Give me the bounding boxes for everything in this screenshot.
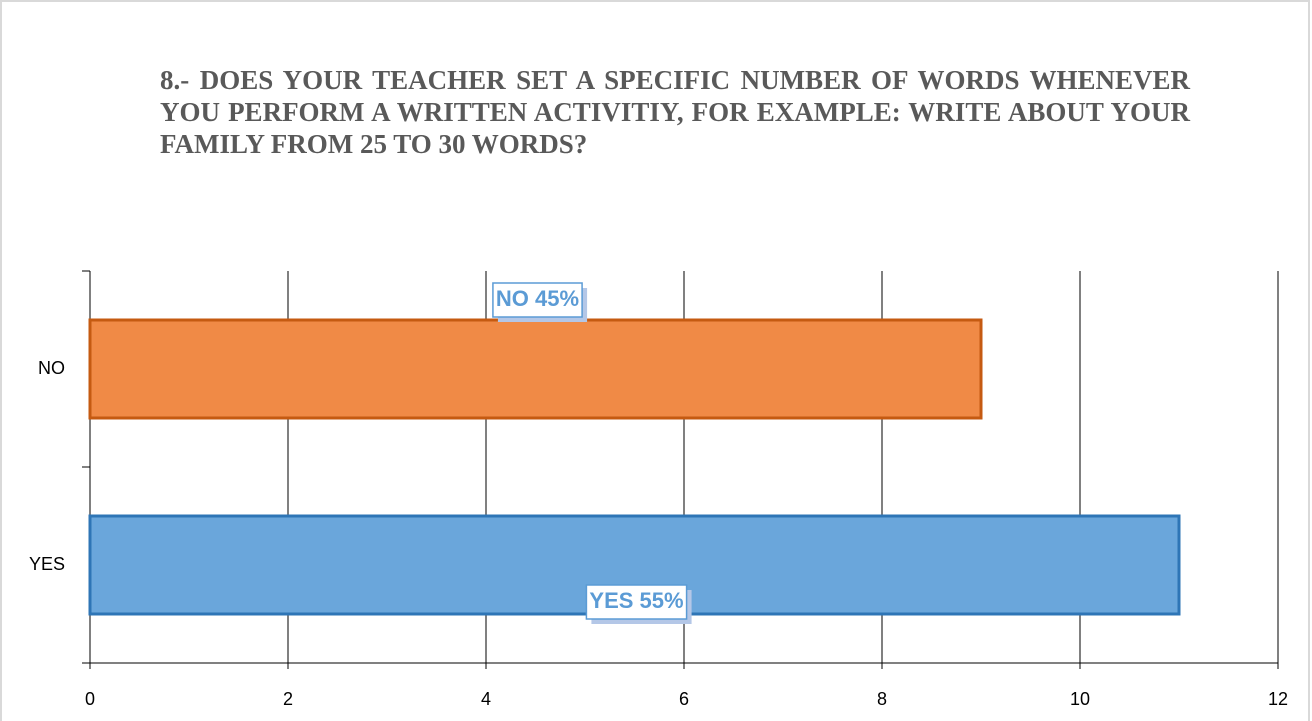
x-tick-label: 12: [1268, 689, 1288, 709]
bar: [88, 318, 983, 420]
x-tick-label: 4: [481, 689, 491, 709]
annotation: YES 55%: [589, 588, 683, 613]
x-tick-label: 8: [877, 689, 887, 709]
y-tick-label: YES: [29, 554, 65, 574]
y-tick-label: NO: [38, 358, 65, 378]
chart-title: 8.- DOES YOUR TEACHER SET A SPECIFIC NUM…: [160, 65, 1190, 159]
x-tick-label: 10: [1070, 689, 1090, 709]
x-tick-label: 2: [283, 689, 293, 709]
annotation: NO 45%: [496, 286, 579, 311]
label-box: [492, 282, 583, 318]
x-tick-label: 6: [679, 689, 689, 709]
label-box: [585, 584, 688, 620]
x-tick-label: 0: [85, 689, 95, 709]
